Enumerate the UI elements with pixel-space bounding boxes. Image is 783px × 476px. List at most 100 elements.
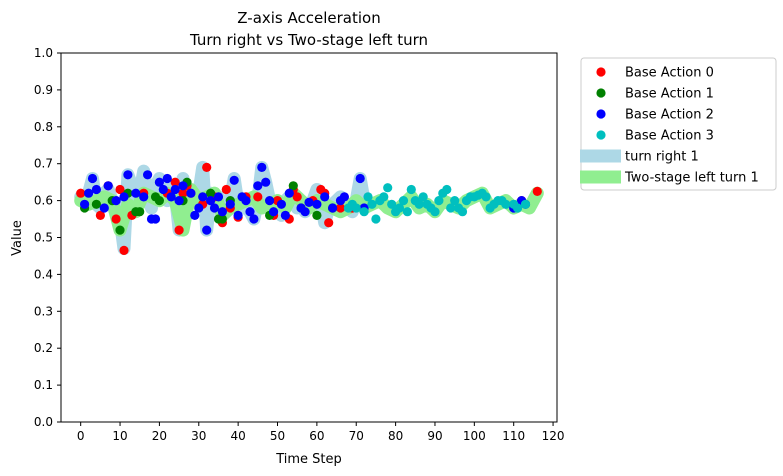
data-point-s3: [398, 196, 409, 206]
data-point-s2: [154, 177, 164, 187]
data-point-s2: [194, 203, 204, 213]
data-point-s2: [198, 192, 208, 202]
y-tick-label: 0.6: [34, 194, 53, 208]
data-point-s3: [418, 192, 428, 202]
x-axis-label: Time Step: [275, 452, 342, 467]
y-axis-label: Value: [10, 220, 25, 256]
data-point-s2: [139, 192, 149, 202]
y-tick-label: 0.0: [34, 415, 53, 429]
x-tick-label: 70: [349, 429, 364, 443]
data-point-s3: [430, 207, 440, 217]
data-point-s2: [300, 207, 310, 217]
legend-label-1: Base Action 1: [625, 87, 714, 102]
x-tick-label: 30: [191, 429, 206, 443]
y-tick-label: 0.4: [34, 267, 53, 281]
x-tick-label: 100: [463, 429, 486, 443]
legend-band-label-0: turn right 1: [625, 150, 699, 165]
x-tick-label: 90: [427, 429, 442, 443]
data-point-s3: [442, 184, 452, 195]
data-point-s3: [371, 214, 381, 224]
data-point-s3: [379, 192, 389, 202]
legend-label-0: Base Action 0: [625, 66, 714, 81]
data-point-s2: [280, 210, 290, 220]
data-point-s2: [103, 181, 113, 191]
data-point-s3: [450, 196, 460, 206]
data-point-s3: [359, 207, 369, 217]
data-point-s3: [501, 199, 511, 209]
data-point-s2: [253, 181, 263, 191]
data-point-s2: [312, 199, 322, 209]
y-tick-label: 0.3: [34, 304, 53, 318]
data-point-s2: [123, 170, 133, 180]
x-tick-label: 40: [231, 429, 246, 443]
data-point-s1: [115, 225, 125, 235]
x-tick-label: 20: [152, 429, 167, 443]
legend-band-swatch-1: [580, 170, 621, 184]
data-point-s2: [257, 162, 267, 172]
data-point-s2: [229, 175, 239, 185]
plot-frame: [60, 52, 558, 423]
data-point-s2: [158, 184, 168, 195]
data-point-s0: [170, 177, 180, 187]
data-point-s0: [174, 225, 184, 235]
data-point-s2: [339, 192, 349, 202]
legend-marker-1: [596, 88, 606, 98]
legend-marker-0: [596, 67, 606, 77]
data-point-s2: [143, 170, 153, 180]
data-point-s3: [363, 192, 373, 202]
chart-subtitle: Turn right vs Two-stage left turn: [189, 31, 428, 49]
data-point-s2: [241, 196, 251, 206]
data-point-s2: [284, 188, 294, 198]
data-point-s2: [178, 181, 188, 191]
x-tick-label: 60: [309, 429, 324, 443]
data-point-s0: [532, 186, 542, 196]
y-tick-label: 1.0: [34, 46, 53, 60]
data-point-s2: [87, 173, 98, 184]
data-point-s3: [394, 203, 405, 213]
data-point-s0: [95, 210, 105, 220]
data-point-s3: [383, 183, 393, 193]
data-point-s0: [178, 188, 188, 198]
data-point-s2: [119, 192, 129, 202]
y-tick-label: 0.7: [34, 157, 53, 171]
data-point-s2: [261, 177, 271, 187]
y-tick-label: 0.5: [34, 231, 53, 245]
data-point-s2: [206, 196, 216, 206]
points-layer: [76, 162, 542, 255]
data-point-s2: [217, 207, 227, 217]
data-point-s2: [150, 214, 161, 224]
data-point-s2: [162, 173, 172, 184]
legend-marker-3: [596, 130, 606, 140]
data-point-s3: [402, 207, 412, 217]
data-point-s2: [276, 199, 286, 209]
y-axis: 0.0 0.1 0.2 0.3 0.4 0.5 0.6 0.7 0.8 0.9 1.0: [34, 46, 61, 429]
data-point-s1: [91, 199, 101, 209]
data-point-s0: [253, 192, 263, 202]
data-point-s0: [76, 188, 86, 198]
data-point-s3: [351, 203, 361, 213]
data-point-s0: [202, 162, 212, 172]
data-point-s3: [406, 184, 416, 195]
data-point-s1: [206, 188, 216, 198]
x-tick-label: 10: [112, 429, 127, 443]
legend-marker-2: [596, 109, 606, 119]
data-point-s2: [265, 196, 275, 206]
data-point-s2: [131, 188, 141, 198]
data-point-s2: [225, 199, 235, 209]
x-tick-label: 0: [77, 429, 85, 443]
data-point-s2: [174, 196, 184, 206]
data-point-s3: [367, 199, 377, 209]
legend-label-3: Base Action 3: [625, 129, 714, 144]
data-point-s2: [209, 203, 220, 213]
data-point-s0: [335, 203, 346, 213]
data-point-s3: [414, 199, 424, 209]
y-tick-label: 0.8: [34, 120, 53, 134]
data-point-s3: [446, 203, 456, 213]
x-tick-label: 50: [270, 429, 285, 443]
data-point-s1: [154, 196, 164, 206]
data-point-s2: [320, 192, 330, 202]
data-point-s2: [190, 210, 200, 220]
data-point-s3: [513, 203, 523, 213]
data-point-s3: [434, 196, 444, 206]
